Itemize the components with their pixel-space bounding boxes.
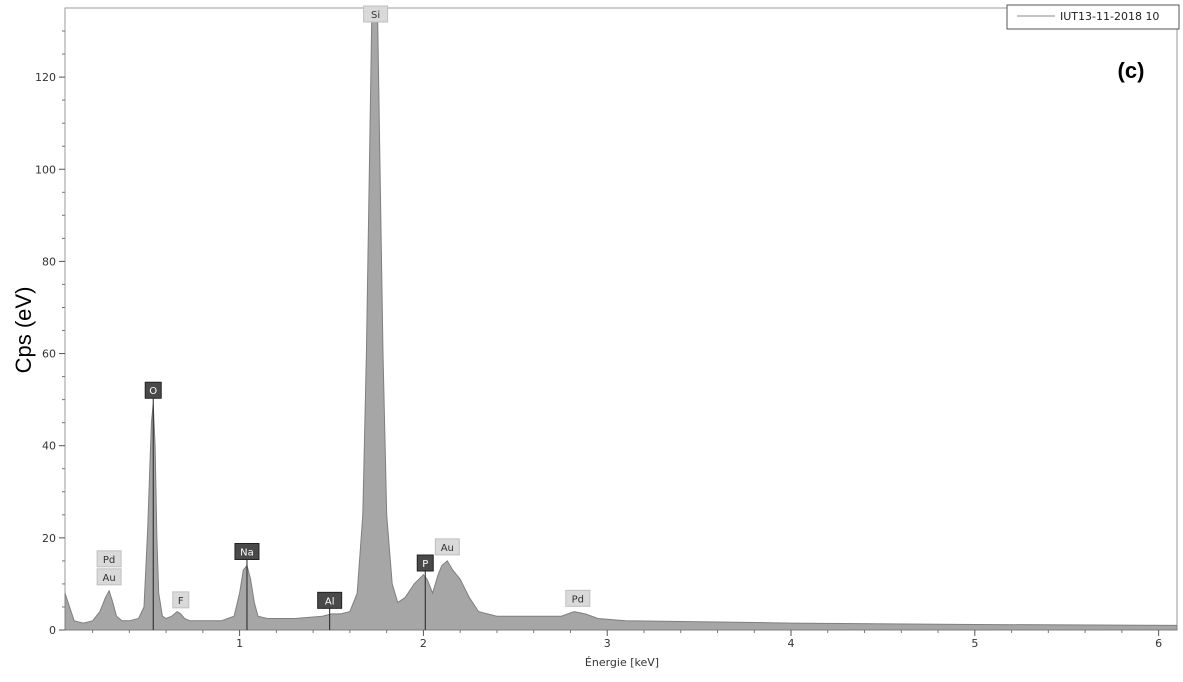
element-label-text: Na [240, 547, 254, 558]
plot-frame [64, 7, 1178, 631]
element-label-text: Pd [103, 555, 115, 566]
spectrum-area [64, 7, 1178, 631]
y-tick-label: 60 [42, 348, 56, 361]
element-label-text: Pd [572, 594, 584, 605]
element-label-pd: Pd [565, 589, 591, 607]
x-tick-label: 1 [236, 637, 243, 650]
element-label-box [144, 381, 162, 399]
plot-area [64, 7, 1178, 631]
element-label-text: O [149, 386, 157, 397]
x-tick-label: 2 [420, 637, 427, 650]
element-label-text: Au [103, 573, 116, 584]
y-axis: 0 20 40 60 80 100 120 [35, 30, 65, 637]
element-label-box [96, 568, 122, 586]
element-label-box [234, 542, 260, 560]
element-label-text: Si [371, 10, 380, 21]
legend-box [1006, 4, 1180, 30]
legend-entry: IUT13-11-2018 10 [1060, 10, 1159, 23]
panel-label: (c) [1118, 58, 1145, 83]
element-label-box [96, 550, 122, 568]
element-label-box [416, 554, 434, 572]
x-tick-label: 3 [604, 637, 611, 650]
element-label-text: F [178, 596, 184, 607]
y-axis-title: Cps (eV) [11, 287, 36, 374]
element-label-p: P [416, 554, 434, 572]
element-label-si: Si [363, 5, 389, 23]
element-label-box [434, 538, 460, 556]
x-tick-label: 6 [1155, 637, 1162, 650]
element-label-text: Al [325, 596, 335, 607]
y-tick-label: 120 [35, 71, 56, 84]
y-tick-label: 20 [42, 532, 56, 545]
element-label-au: Au [96, 568, 122, 586]
y-tick-label: 100 [35, 163, 56, 176]
element-label-box [363, 5, 389, 23]
element-label-al: Al [317, 591, 343, 609]
y-tick-label: 0 [49, 624, 56, 637]
element-labels: O Au Pd F Na Al Si P Au Pd [96, 5, 591, 630]
element-label-text: P [422, 559, 428, 570]
element-label-box [317, 591, 343, 609]
element-label-f: F [172, 591, 190, 609]
element-label-pd: Pd [96, 550, 122, 568]
x-tick-label: 5 [971, 637, 978, 650]
element-label-au: Au [434, 538, 460, 556]
y-tick-label: 40 [42, 440, 56, 453]
element-label-box [565, 589, 591, 607]
element-label-na: Na [234, 542, 260, 560]
element-label-o: O [144, 381, 162, 399]
legend: IUT13-11-2018 10 [1006, 4, 1180, 30]
element-label-text: Au [441, 543, 454, 554]
element-label-box [172, 591, 190, 609]
x-tick-label: 4 [788, 637, 795, 650]
x-axis-title: Énergie [keV] [585, 656, 659, 669]
y-tick-label: 80 [42, 255, 56, 268]
x-axis: 1 2 3 4 5 6 [92, 630, 1162, 650]
